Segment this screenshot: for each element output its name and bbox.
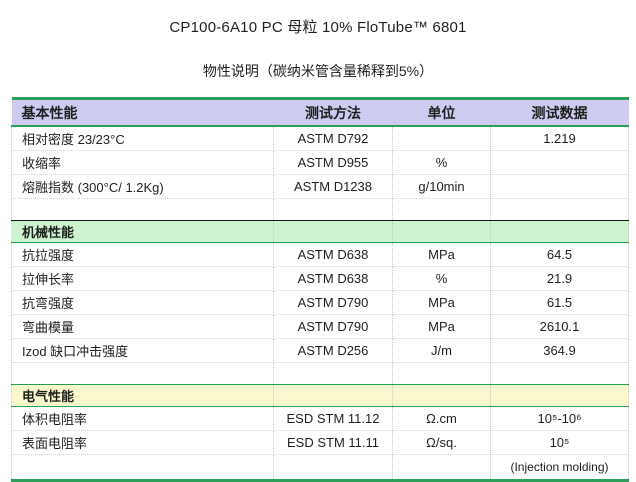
table-row: 相对密度 23/23°C ASTM D792 1.219	[11, 126, 629, 151]
table-row: 抗拉强度 ASTM D638 MPa 64.5	[11, 242, 629, 267]
section-band-cell	[273, 220, 393, 243]
value-cell: 10⁵-10⁶	[490, 406, 629, 431]
section-band-cell	[490, 384, 629, 407]
property-cell: 收缩率	[11, 150, 274, 175]
property-cell: 体积电阻率	[11, 406, 274, 431]
table-row: Izod 缺口冲击强度 ASTM D256 J/m 364.9	[11, 338, 629, 363]
column-header-method: 测试方法	[273, 97, 393, 127]
property-cell: 抗拉强度	[11, 242, 274, 267]
table-row: 熔融指数 (300°C/ 1.2Kg) ASTM D1238 g/10min	[11, 174, 629, 199]
property-cell: Izod 缺口冲击强度	[11, 338, 274, 363]
method-cell: ASTM D256	[273, 338, 393, 363]
unit-cell: MPa	[392, 290, 491, 315]
value-cell: 364.9	[490, 338, 629, 363]
method-cell: ASTM D638	[273, 266, 393, 291]
property-cell: 熔融指数 (300°C/ 1.2Kg)	[11, 174, 274, 199]
spacer-row	[11, 198, 629, 221]
table-row: 收缩率 ASTM D955 %	[11, 150, 629, 175]
section-title: 机械性能	[11, 220, 274, 243]
property-cell: 弯曲模量	[11, 314, 274, 339]
unit-cell: J/m	[392, 338, 491, 363]
column-header-property: 基本性能	[11, 97, 274, 127]
property-cell: 相对密度 23/23°C	[11, 126, 274, 151]
value-cell	[490, 150, 629, 175]
section-band-cell	[392, 220, 491, 243]
section-row-electrical: 电气性能	[11, 384, 629, 407]
section-title: 电气性能	[11, 384, 274, 407]
section-band-cell	[273, 384, 393, 407]
method-cell: ASTM D955	[273, 150, 393, 175]
unit-cell	[392, 126, 491, 151]
unit-cell: g/10min	[392, 174, 491, 199]
property-table: 基本性能 测试方法 单位 测试数据 相对密度 23/23°C ASTM D792…	[11, 97, 629, 482]
property-cell: 表面电阻率	[11, 430, 274, 455]
method-cell: ASTM D638	[273, 242, 393, 267]
value-cell: 64.5	[490, 242, 629, 267]
value-cell: 1.219	[490, 126, 629, 151]
page-title: CP100-6A10 PC 母粒 10% FloTube™ 6801	[169, 19, 467, 36]
unit-cell: MPa	[392, 242, 491, 267]
property-cell: 拉伸长率	[11, 266, 274, 291]
method-cell: ASTM D790	[273, 290, 393, 315]
table-header-row: 基本性能 测试方法 单位 测试数据	[11, 97, 629, 127]
page-subtitle: 物性说明（碳纳米管含量稀释到5%）	[202, 63, 434, 79]
unit-cell: %	[392, 150, 491, 175]
value-cell: 2610.1	[490, 314, 629, 339]
value-cell: 10⁵	[490, 430, 629, 455]
unit-cell: Ω.cm	[392, 406, 491, 431]
method-cell: ASTM D1238	[273, 174, 393, 199]
column-header-value: 测试数据	[490, 97, 629, 127]
table-row: 弯曲模量 ASTM D790 MPa 2610.1	[11, 314, 629, 339]
section-row-mechanical: 机械性能	[11, 220, 629, 243]
unit-cell: MPa	[392, 314, 491, 339]
method-cell: ASTM D790	[273, 314, 393, 339]
section-band-cell	[392, 384, 491, 407]
table-row: 表面电阻率 ESD STM 11.11 Ω/sq. 10⁵	[11, 430, 629, 455]
unit-cell: Ω/sq.	[392, 430, 491, 455]
section-band-cell	[490, 220, 629, 243]
method-cell: ESD STM 11.11	[273, 430, 393, 455]
table-row: 体积电阻率 ESD STM 11.12 Ω.cm 10⁵-10⁶	[11, 406, 629, 431]
method-cell: ASTM D792	[273, 126, 393, 151]
unit-cell: %	[392, 266, 491, 291]
property-cell: 抗弯强度	[11, 290, 274, 315]
table-row: 抗弯强度 ASTM D790 MPa 61.5	[11, 290, 629, 315]
value-cell: 61.5	[490, 290, 629, 315]
value-cell	[490, 174, 629, 199]
column-header-unit: 单位	[392, 97, 491, 127]
method-cell: ESD STM 11.12	[273, 406, 393, 431]
spacer-row	[11, 362, 629, 385]
value-cell: 21.9	[490, 266, 629, 291]
table-row: 拉伸长率 ASTM D638 % 21.9	[11, 266, 629, 291]
